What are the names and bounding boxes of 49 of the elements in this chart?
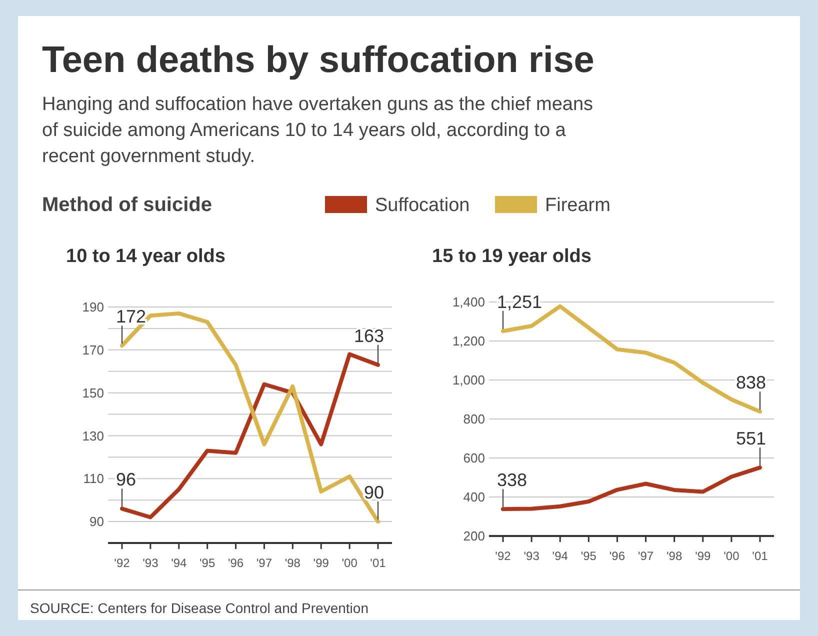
annotation: 551 — [736, 428, 766, 449]
y-tick-label: 600 — [463, 450, 485, 466]
y-tick-label: 800 — [463, 412, 485, 427]
x-tick-label: '99 — [313, 556, 330, 570]
y-tick-label: 400 — [463, 490, 485, 505]
x-tick-label: '97 — [256, 556, 272, 570]
annotation: 96 — [116, 470, 136, 490]
x-tick-label: '93 — [142, 556, 159, 570]
y-tick-label: 200 — [463, 528, 485, 544]
x-tick-label: '96 — [609, 549, 626, 563]
chart-title: 10 to 14 year olds — [66, 246, 226, 267]
x-tick-label: '94 — [552, 549, 568, 563]
source-note: SOURCE: Centers for Disease Control and Prevention — [30, 600, 368, 616]
y-tick-label: 150 — [82, 385, 104, 400]
text: Teen deaths by suffocation rise — [42, 39, 594, 80]
y-tick-label: 1,200 — [452, 334, 485, 349]
y-tick-label: 190 — [82, 300, 104, 315]
annotation: 90 — [364, 482, 384, 503]
y-tick-label: 170 — [82, 342, 104, 358]
x-tick-label: '95 — [200, 556, 216, 570]
y-tick-label: 110 — [83, 471, 104, 486]
x-tick-label: '01 — [752, 549, 768, 563]
x-tick-label: '00 — [724, 549, 740, 563]
x-tick-label: '98 — [666, 549, 682, 563]
y-tick-label: 130 — [82, 428, 104, 444]
text: Hanging and suffocation have overtaken guns as the chief means of suicide among Americans 10 to 14 years old, according to a recent government study. — [42, 94, 594, 167]
annotation: 1,251 — [497, 292, 542, 312]
y-tick-label: 1,400 — [452, 294, 485, 310]
annotation: 172 — [116, 306, 146, 327]
y-tick-label: 1,000 — [452, 372, 485, 388]
x-tick-label: '92 — [114, 556, 130, 570]
x-tick-label: '99 — [695, 549, 712, 563]
x-tick-label: '97 — [638, 549, 654, 563]
y-tick-label: 90 — [90, 514, 104, 530]
x-tick-label: '92 — [495, 549, 512, 563]
x-tick-label: '96 — [228, 556, 244, 570]
x-tick-label: '01 — [370, 556, 386, 570]
x-tick-label: '93 — [524, 549, 540, 563]
legend-label: Firearm — [545, 195, 610, 216]
annotation: 838 — [736, 372, 766, 393]
legend-label: Suffocation — [375, 195, 470, 216]
x-tick-label: '94 — [171, 556, 188, 570]
annotation: 163 — [354, 326, 384, 346]
legend-title: Method of suicide — [42, 194, 212, 216]
chart-title: 15 to 19 year olds — [432, 246, 592, 267]
annotation: 338 — [497, 470, 528, 490]
x-tick-label: '98 — [284, 556, 301, 570]
x-tick-label: '00 — [342, 556, 358, 570]
x-tick-label: '95 — [580, 549, 597, 563]
